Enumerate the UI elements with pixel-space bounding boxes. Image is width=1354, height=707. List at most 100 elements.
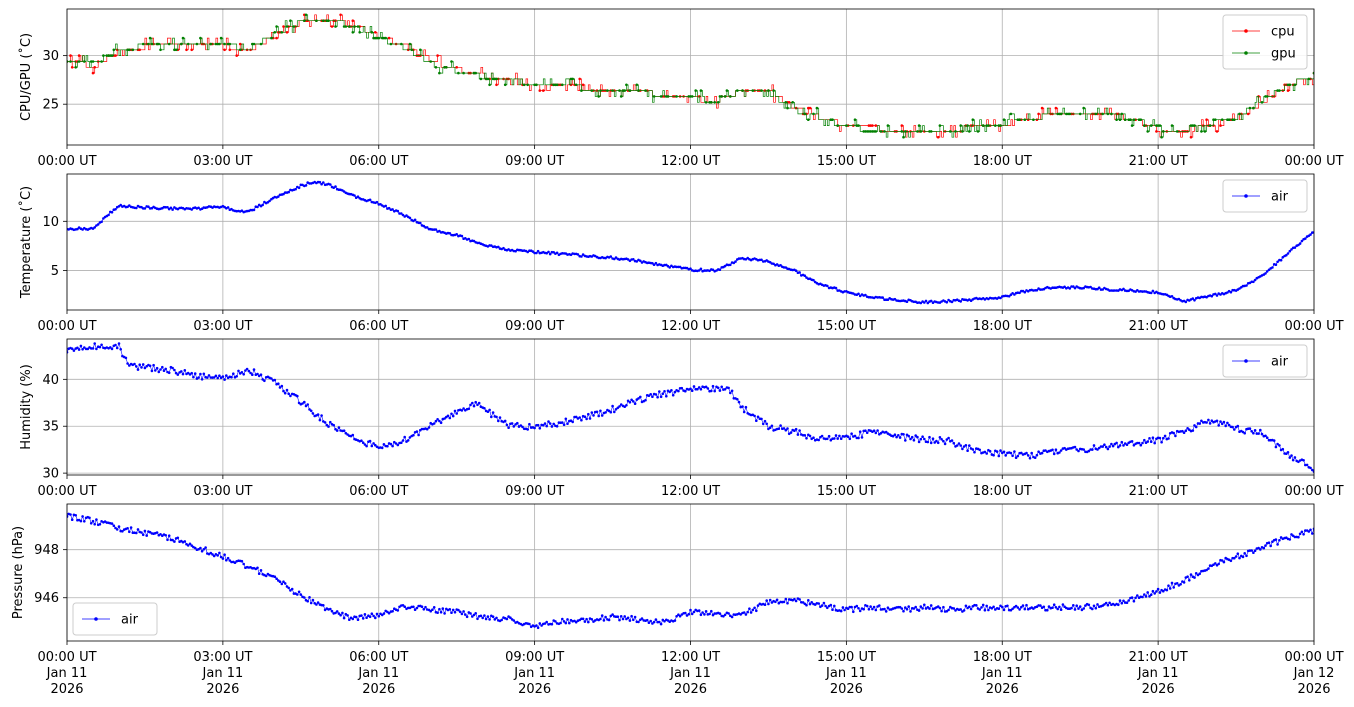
data-point	[100, 60, 103, 63]
data-point	[403, 605, 407, 608]
data-point	[793, 597, 796, 601]
data-point	[451, 608, 455, 612]
x-tick-label: 03:00 UT Jan 11 2026	[193, 650, 252, 697]
data-point	[955, 444, 959, 447]
data-point	[1281, 255, 1285, 259]
data-point	[223, 553, 226, 556]
x-tick-label: 00:00 UT	[1284, 154, 1343, 169]
data-point	[1191, 297, 1195, 300]
x-tick-label: 00:00 UT	[37, 319, 96, 334]
data-point	[1078, 112, 1082, 116]
data-point	[1030, 451, 1033, 455]
data-point	[1092, 444, 1096, 447]
data-point	[193, 546, 197, 550]
data-point	[957, 442, 961, 445]
data-point	[481, 616, 485, 620]
data-point	[424, 605, 427, 609]
data-point	[611, 613, 614, 616]
x-tick-label: 15:00 UT	[817, 154, 876, 169]
data-point	[273, 575, 277, 578]
data-point	[777, 601, 781, 605]
data-point	[128, 530, 131, 534]
data-point	[107, 213, 110, 217]
data-point	[891, 434, 895, 438]
data-point	[365, 444, 368, 448]
data-point	[1072, 285, 1075, 288]
data-point	[167, 371, 171, 375]
data-point	[1276, 260, 1279, 264]
data-point	[1115, 118, 1118, 121]
data-point	[152, 363, 155, 367]
data-point	[483, 407, 486, 410]
data-point	[1212, 118, 1215, 121]
data-point	[1231, 425, 1234, 429]
data-point	[772, 89, 775, 92]
data-point	[83, 520, 86, 523]
data-point	[668, 390, 671, 394]
data-point	[244, 369, 247, 372]
data-point	[703, 613, 706, 616]
data-point	[140, 366, 143, 369]
data-point	[1047, 605, 1051, 608]
x-tick-label: 03:00 UT	[193, 319, 252, 334]
data-point	[346, 614, 349, 617]
data-point	[917, 609, 921, 612]
data-point	[242, 562, 245, 566]
data-point	[429, 60, 433, 63]
x-tick-label: 09:00 UT	[505, 319, 564, 334]
data-point	[1122, 444, 1125, 447]
data-point	[850, 432, 853, 436]
data-point	[225, 374, 228, 377]
y-tick-label: 40	[42, 373, 59, 388]
data-point	[176, 373, 180, 376]
data-point	[1032, 607, 1035, 610]
data-point	[1054, 606, 1058, 609]
data-point	[786, 601, 789, 605]
data-point	[716, 101, 720, 104]
data-point	[157, 370, 161, 374]
data-point	[1103, 603, 1106, 606]
data-point	[959, 444, 962, 447]
data-point	[368, 198, 372, 202]
data-point	[765, 422, 768, 426]
data-point	[684, 611, 687, 615]
data-point	[457, 608, 460, 612]
data-point	[296, 394, 299, 398]
data-point	[689, 387, 692, 391]
data-point	[865, 604, 869, 608]
axes-frame	[66, 173, 1315, 311]
data-point	[143, 207, 147, 210]
data-point	[727, 386, 730, 390]
data-point	[663, 390, 666, 393]
data-point	[396, 443, 400, 447]
data-point	[1130, 596, 1134, 599]
data-point	[93, 342, 96, 345]
data-point	[190, 208, 193, 211]
data-point	[564, 417, 568, 421]
data-point	[297, 590, 301, 594]
data-point	[471, 615, 474, 618]
data-point	[538, 622, 542, 625]
x-tick-label: 06:00 UT	[349, 319, 408, 334]
data-point	[128, 48, 131, 52]
data-point	[857, 436, 860, 440]
data-point	[639, 259, 642, 263]
data-point	[1110, 442, 1113, 446]
data-point	[287, 392, 291, 396]
data-point	[725, 89, 729, 92]
data-point	[666, 95, 670, 98]
data-point	[289, 589, 292, 592]
data-point	[942, 439, 945, 443]
data-point	[658, 620, 661, 624]
data-point	[755, 419, 758, 423]
data-point	[109, 346, 112, 349]
data-point	[782, 600, 786, 604]
data-point	[663, 620, 666, 623]
data-point	[1149, 124, 1153, 127]
data-point	[964, 444, 968, 447]
data-point	[999, 296, 1002, 300]
data-point	[649, 393, 652, 396]
data-point	[886, 124, 890, 127]
data-point	[1215, 294, 1219, 297]
